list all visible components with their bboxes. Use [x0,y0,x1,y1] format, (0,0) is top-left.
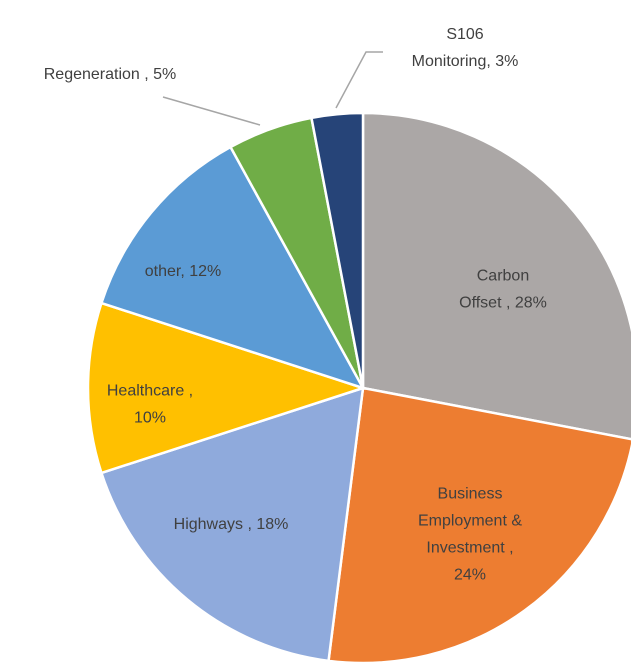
data-label: 10% [134,410,166,427]
data-label: Highways , 18% [174,516,289,533]
data-label: Employment & [418,513,522,530]
data-label: Carbon [477,268,529,285]
data-label: 24% [454,567,486,584]
pie-slice [310,111,365,389]
pie-slice [99,386,365,663]
pie-slice [99,145,366,391]
pie-slice [86,301,368,475]
data-label: Offset , 28% [459,295,547,312]
leader-line [162,96,261,126]
data-label: Business [438,486,503,503]
data-label: Investment , [426,540,513,557]
leader-line [335,51,383,109]
data-label: Healthcare , [107,383,193,400]
data-label: other, 12% [145,263,222,280]
data-label: S106 [446,26,483,43]
data-label: Monitoring, 3% [412,53,519,70]
data-label: Regeneration , 5% [44,66,177,83]
pie-slice [361,111,631,441]
pie-slice [327,386,631,665]
